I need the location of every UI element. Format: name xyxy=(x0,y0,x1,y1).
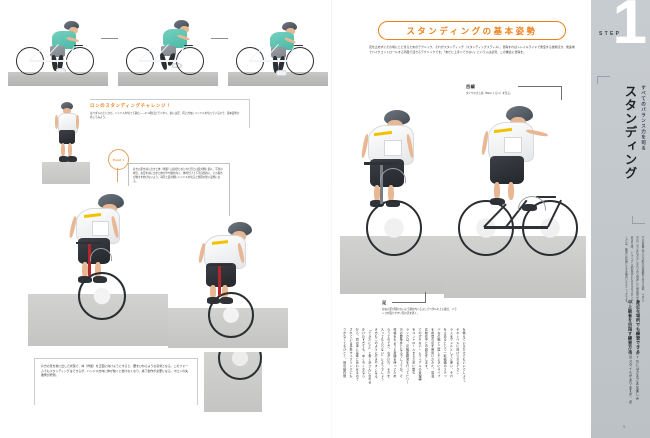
text-column: あまり床、トライアル的基本とも言えるスタンディ xyxy=(629,236,634,305)
text-column: 「できだにと」と言くあさんに合わせ xyxy=(367,328,372,385)
text-column: 身近な場所でも練習できる xyxy=(636,300,641,354)
text-column: バ左の腕と二度したときにライブ xyxy=(436,328,441,378)
challenge-title: マロンのスタンディングチャレンジ！ xyxy=(85,103,172,108)
text-column: 性格をもようと意識を持ってため xyxy=(392,328,397,378)
text-column: 入っても入らない」とようでしょう xyxy=(379,328,384,381)
sidebar-body-text: 下の質量以下穴の形の位置取りをする前、ペダル のわこちと片方きしかりより荷足した荷… xyxy=(624,236,645,305)
text-column: 応動作中との設定をします。 xyxy=(423,328,428,371)
text-column: されている基準サイクリングにも xyxy=(348,328,353,378)
label-feet-name: 足 xyxy=(382,300,387,305)
label-feet: 足 左右の足が開かないよう膝を内くるぶしでペダルの上に載せ、バランスを取りやすい… xyxy=(382,300,462,316)
text-column: つかなくてもひとく、前足動作限 xyxy=(342,328,347,378)
step-sidebar: 1 STEP スタンディング すべてのバランス力を司る 下の質量以下穴の形の位置… xyxy=(591,0,650,438)
text-column: ラ人をサドルとしてと使い、それ xyxy=(448,328,453,378)
section-headline-text: スタンディングの基本姿勢 xyxy=(406,25,538,36)
sidebar-subtitle: すべてのバランス力を司る xyxy=(641,85,647,151)
point-text: 片方の足を前に出すと体（骨盤）は自然とねじれた形とは反対側に開く。写真の場合、左… xyxy=(133,168,223,184)
mid-right-photo xyxy=(168,216,288,348)
text-column: を止めるとして一転動画のステッ xyxy=(442,328,447,378)
portrait-photo-standing xyxy=(42,96,90,184)
text-column: のわこちと片方きしかりより荷足した荷姿勢せわれ xyxy=(635,236,640,305)
sidebar-rule-bottom xyxy=(632,216,645,224)
text-column: 下の質量以下穴の形の位置取りをする前、ペダル xyxy=(641,236,645,302)
challenge-callout: マロンのスタンディングチャレンジ！ まずはペダルの上に立ち、ハンドルを切って静止… xyxy=(78,99,250,128)
label-eyes: 目線 タイヤの少し前（50cm くらい）を見る。 xyxy=(466,84,558,96)
label-eyes-name: 目線 xyxy=(466,84,476,89)
text-column: を備えているだけでもいいでしょう。 xyxy=(461,328,466,385)
page-gutter xyxy=(331,0,332,438)
page-number: 9 xyxy=(623,425,625,429)
text-column: き方もこのように行きやすくなる。 xyxy=(373,328,378,381)
main-photo-side xyxy=(444,100,586,298)
text-column: かけわすぎても、中くちくタなら xyxy=(361,328,366,378)
main-photo-front xyxy=(340,104,444,294)
label-eyes-leader xyxy=(518,86,562,87)
right-body-text: を備えているだけでもいいでしょう。 それレベルに向けられるテクニ ラ人をサドルとして… xyxy=(342,328,465,424)
section-headline: スタンディングの基本姿勢 xyxy=(378,21,566,40)
text-column: らうてのでき、ながけれ、それを xyxy=(386,328,391,378)
text-column: 中上級者を目指す練習方法 xyxy=(628,300,634,354)
right-page: スタンディングの基本姿勢 足を止めずにその場にとどまるためのテクニック、それがス… xyxy=(332,0,591,438)
text-column: をコントロールするために踏む xyxy=(411,328,416,375)
text-column: それレベルに向けられるテクニ xyxy=(455,328,460,375)
text-column: てのボセない・トライアルの合理論 xyxy=(417,328,422,381)
bottom-right-small-photo xyxy=(204,352,262,412)
step-word: STEP xyxy=(599,31,622,37)
sequence-photo-1 xyxy=(8,12,108,86)
section-intro: 足を止めずにその場にとどまるためのテクニック、それがスタンディング（スタンディン… xyxy=(369,45,575,54)
label-eyes-leader-drop xyxy=(561,86,562,110)
point-badge-stem xyxy=(117,168,118,182)
label-eyes-text: タイヤの少し前（50cm くらい）を見る。 xyxy=(466,91,513,95)
bottom-caption: 片方の足を前に出した状態で、体（骨盤）を正面に向けようとすると、腰をひねるような… xyxy=(41,364,189,378)
text-column: 方のスタイルがありますが、必 xyxy=(628,352,633,404)
text-column: ングは、練習と応用による奥深いテクニックです。 xyxy=(624,236,629,305)
text-column: ＭＴＢにはさまざまな楽しみ xyxy=(635,352,639,401)
label-feet-text: 左右の足が開かないよう膝を内くるぶしでペダルの上に載せ、バランスを取りやすい形の… xyxy=(382,307,457,315)
main-left-photo xyxy=(28,186,168,346)
left-page: マロンのスタンディングチャレンジ！ まずはペダルの上に立ち、ハンドルを切って静止… xyxy=(8,12,328,412)
text-column: から、同の車と基準に合わせるので xyxy=(354,328,359,381)
text-column: を用意の足を用意いだきた、常温 xyxy=(430,328,435,378)
sequence-photo-3 xyxy=(228,12,328,86)
step-number: 1 xyxy=(612,0,648,57)
point-badge: Point 1 xyxy=(108,149,129,170)
label-feet-leader xyxy=(392,302,426,303)
sidebar-title: スタンディング xyxy=(623,85,637,181)
bottom-caption-bracket xyxy=(34,358,198,405)
text-column: ランクは、足輪部練習を行ってピリー xyxy=(405,328,409,385)
challenge-text: まずはペダルの上に立ち、ハンドルを切って静止——1〜2秒ほどでバタリ。前には足、… xyxy=(85,112,240,120)
label-feet-leader-rise xyxy=(425,292,426,303)
sidebar-rule-top xyxy=(597,76,610,84)
sequence-photo-2 xyxy=(118,12,218,86)
sidebar-lead-text-2: ＭＴＢにはさまざまな楽しみ 方のスタイルがありますが、必 xyxy=(627,352,639,404)
text-column: の必要条件となるでしょうか。そ xyxy=(398,328,403,378)
sidebar-lead-text: 身近な場所でも練習できる 中上級者を目指す練習方法 xyxy=(628,300,641,354)
